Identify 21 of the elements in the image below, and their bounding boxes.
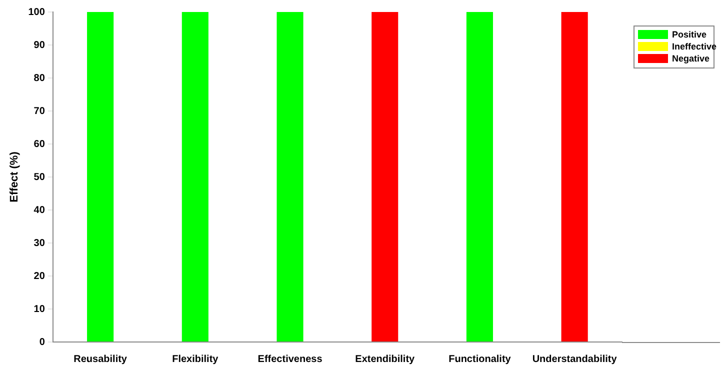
x-tick-label: Extendibility: [355, 354, 416, 365]
y-tick-label: 90: [34, 40, 46, 51]
legend-label: Positive: [672, 29, 707, 40]
y-tick-label: 100: [28, 6, 46, 18]
x-tick-label: Effectiveness: [258, 354, 323, 365]
y-tick-label: 30: [34, 238, 46, 249]
y-tick-label: 70: [34, 106, 46, 117]
y-tick-label: 40: [34, 204, 46, 216]
y-tick-label: 0: [39, 336, 46, 348]
x-tick-label: Functionality: [448, 354, 512, 365]
x-tick-label: Flexibility: [172, 354, 219, 365]
x-tick-label: Reusability: [74, 354, 128, 365]
y-tick-label: 50: [34, 172, 46, 183]
x-tick-label: Understandability: [532, 354, 618, 365]
y-tick-label: 60: [34, 138, 46, 150]
legend-label: Negative: [672, 53, 710, 64]
y-tick-label: 20: [34, 270, 46, 282]
y-axis-title: Effect (%): [8, 151, 21, 202]
y-tick-label: 80: [34, 72, 46, 84]
legend-label: Ineffective: [672, 41, 717, 52]
y-tick-label: 10: [34, 304, 46, 315]
